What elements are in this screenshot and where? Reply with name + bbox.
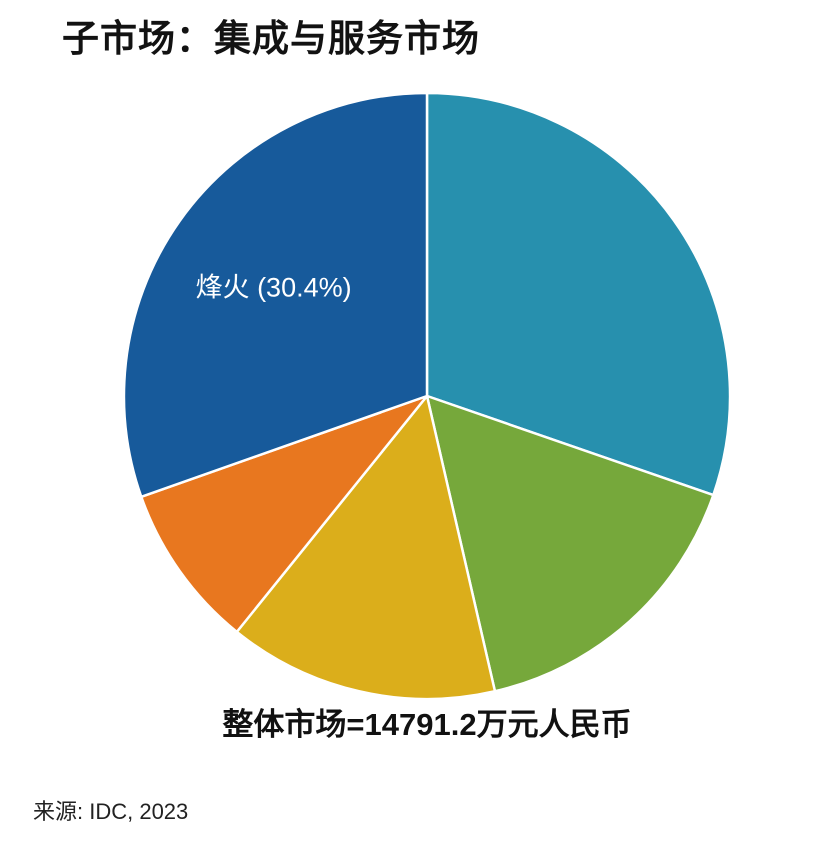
- pie-slice-0: [425, 91, 732, 497]
- pie-slice-1: [425, 394, 715, 693]
- pie-slice-4: [122, 91, 429, 499]
- total-market-caption: 整体市场=14791.2万元人民币: [222, 707, 632, 742]
- pie-slice-label-4: 烽火 (30.4%): [196, 273, 352, 303]
- pie-labels-group: 烽火 (30.4%): [196, 273, 352, 303]
- pie-slices-group: [122, 91, 732, 701]
- pie-slice-2: [235, 394, 497, 701]
- source-note: 来源: IDC, 2023: [33, 799, 189, 824]
- chart-title: 子市场：集成与服务市场: [62, 19, 480, 60]
- pie-slice-3: [140, 394, 429, 634]
